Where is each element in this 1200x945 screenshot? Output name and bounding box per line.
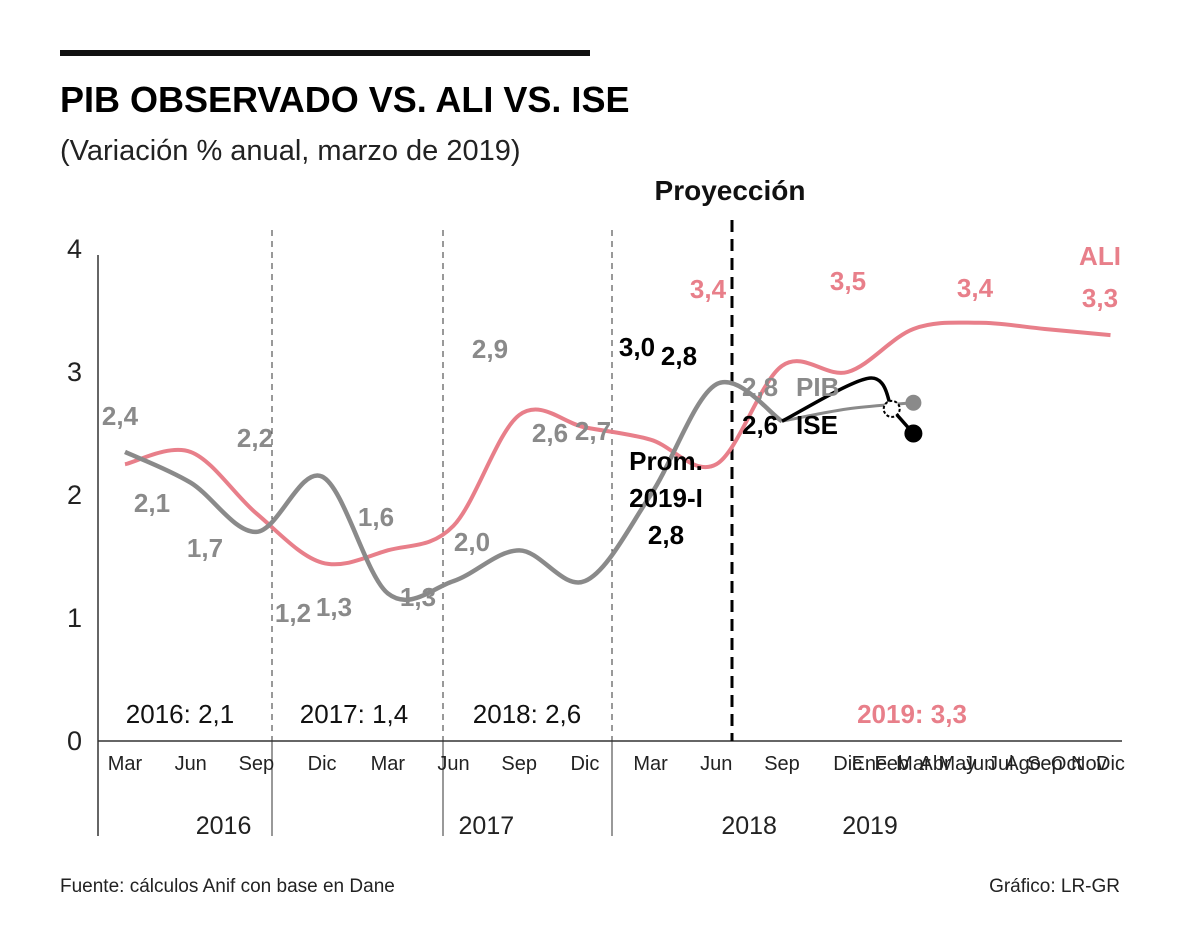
ise-line <box>781 376 894 423</box>
x-tick-label: Mar <box>633 753 668 775</box>
y-tick-label: 2 <box>67 480 82 510</box>
x-tick-label: Feb <box>874 753 908 775</box>
x-tick-label: Oct <box>1051 753 1083 775</box>
x-tick-label: Mar <box>108 753 143 775</box>
pib-series-label: PIB <box>796 372 839 402</box>
x-tick-label: Dic <box>833 753 862 775</box>
pib-value-label: 2,7 <box>575 416 611 446</box>
average-annotation: 2,8 <box>648 520 684 550</box>
chart-title: PIB OBSERVADO VS. ALI VS. ISE <box>60 79 629 120</box>
annual-average-label: 2016: 2,1 <box>126 699 234 729</box>
pib-value-label: 1,3 <box>316 592 352 622</box>
x-tick-label: Jun <box>963 753 995 775</box>
annual-labels: 2016: 2,1 2017: 1,4 2018: 2,6 2019: 3,3 <box>126 699 967 729</box>
year-labels: 2016 2017 2018 2019 <box>196 812 898 840</box>
x-tick-label: Abr <box>920 753 951 775</box>
y-tick-label: 0 <box>67 726 82 756</box>
pib-value-label: 2,6 <box>532 418 568 448</box>
x-tick-label: Sep <box>239 753 275 775</box>
source-note: Fuente: cálculos Anif con base en Dane <box>60 876 395 897</box>
x-tick-label: May <box>939 753 977 775</box>
year-label: 2016 <box>196 812 252 840</box>
ali-value-label: 3,4 <box>957 273 994 303</box>
x-tick-label: Jun <box>700 753 732 775</box>
ise-value-label: 2,8 <box>661 341 697 371</box>
value-labels: 2,42,11,72,21,2 1,31,61,32,02,92,6 2,72,8 P… <box>102 241 1121 628</box>
x-tick-label: Ene <box>852 753 888 775</box>
ise-endpoint <box>904 424 923 443</box>
average-annotation: 2019-I <box>629 483 703 513</box>
annual-average-label: 2018: 2,6 <box>473 699 581 729</box>
ise-value-label: 2,6 <box>742 410 778 440</box>
ali-line <box>124 320 1111 567</box>
pib-line <box>124 379 784 603</box>
annual-average-label: 2019: 3,3 <box>857 699 967 729</box>
pib-value-label: 1,6 <box>358 502 394 532</box>
x-tick-label: Sep <box>764 753 800 775</box>
ise-series-label: ISE <box>796 410 838 440</box>
x-tick-label: Sep <box>1027 753 1063 775</box>
ali-value-label: 3,3 <box>1082 283 1118 313</box>
x-tick-label: Nov <box>1071 753 1107 775</box>
pib-value-label: 1,3 <box>400 582 436 612</box>
series-lines <box>124 320 1111 603</box>
series-points <box>882 394 923 443</box>
y-tick-label: 4 <box>67 234 82 264</box>
axes <box>97 255 1122 836</box>
x-tick-label: Dic <box>1096 753 1125 775</box>
chart-subtitle: (Variación % anual, marzo de 2019) <box>60 135 521 167</box>
title-rule <box>60 50 590 56</box>
y-tick-label: 3 <box>67 357 82 387</box>
x-tick-label: Mar <box>896 753 931 775</box>
x-tick-label: Ago <box>1005 753 1041 775</box>
year-label: 2019 <box>842 812 898 840</box>
credit-note: Gráfico: LR-GR <box>989 876 1120 897</box>
x-tick-label: Dic <box>570 753 599 775</box>
y-tick-labels: 0 1 2 3 4 <box>67 234 82 756</box>
pib-line-2019 <box>781 401 914 423</box>
pib-value-label: 1,2 <box>275 598 311 628</box>
pib-endpoint <box>905 394 922 411</box>
ise-value-label: 3,0 <box>619 332 655 362</box>
pib-value-label: 2,4 <box>102 401 139 431</box>
pib-value-label: 1,7 <box>187 533 223 563</box>
year-dividers <box>271 220 734 836</box>
year-label: 2018 <box>721 812 777 840</box>
x-tick-label: Dic <box>308 753 337 775</box>
average-point <box>882 399 901 418</box>
ali-series-label: ALI <box>1079 241 1121 271</box>
x-tick-labels: Mar Jun Sep Dic Mar Jun Sep Dic Mar Jun Sep DicEneF… <box>108 753 1125 775</box>
x-tick-label: Jul <box>988 753 1014 775</box>
projection-label: Proyección <box>655 175 806 206</box>
pib-value-label: 2,1 <box>134 488 170 518</box>
ali-value-label: 3,4 <box>690 274 727 304</box>
y-tick-label: 1 <box>67 603 82 633</box>
ali-value-label: 3,5 <box>830 266 866 296</box>
pib-value-label: 2,2 <box>237 423 273 453</box>
year-label: 2017 <box>459 812 515 840</box>
pib-value-label: 2,8 <box>742 372 778 402</box>
pib-value-label: 2,0 <box>454 527 490 557</box>
x-tick-label: Jun <box>175 753 207 775</box>
pib-value-label: 2,9 <box>472 334 508 364</box>
annual-average-label: 2017: 1,4 <box>300 699 408 729</box>
x-tick-label: Sep <box>501 753 537 775</box>
x-tick-label: Mar <box>371 753 406 775</box>
x-tick-label: Jun <box>437 753 469 775</box>
average-annotation: Prom. <box>629 446 703 476</box>
